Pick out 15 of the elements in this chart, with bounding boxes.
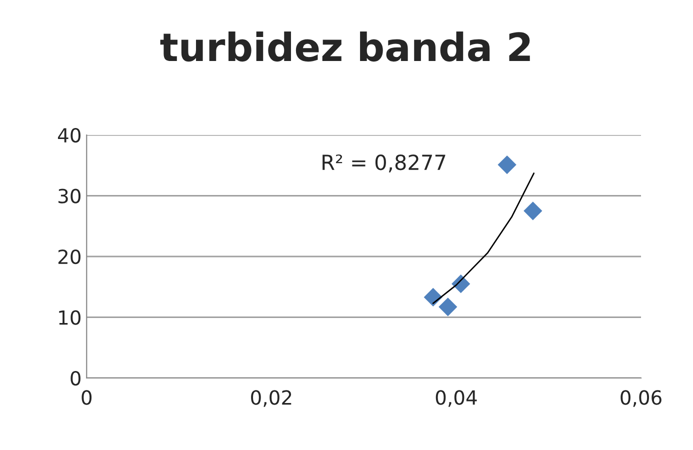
y-tick-label: 40 — [58, 128, 80, 143]
y-tick-label: 30 — [58, 188, 80, 204]
point — [424, 288, 442, 307]
annotation: R² = 0,8277 — [322, 154, 446, 172]
chart-title: turbidez banda 2 — [160, 32, 530, 62]
x-tick-label: 0,04 — [436, 390, 477, 407]
x-tick-label: 0 — [82, 390, 92, 405]
point — [438, 298, 458, 316]
point — [498, 155, 516, 174]
x-tick-label: 0,02 — [251, 390, 292, 407]
y-tick-label: 20 — [58, 249, 80, 264]
x-tick-label: 0,06 — [620, 390, 662, 407]
y-tick-label: 10 — [59, 310, 80, 325]
y-tick-label: 0 — [70, 370, 80, 386]
point — [524, 202, 542, 220]
